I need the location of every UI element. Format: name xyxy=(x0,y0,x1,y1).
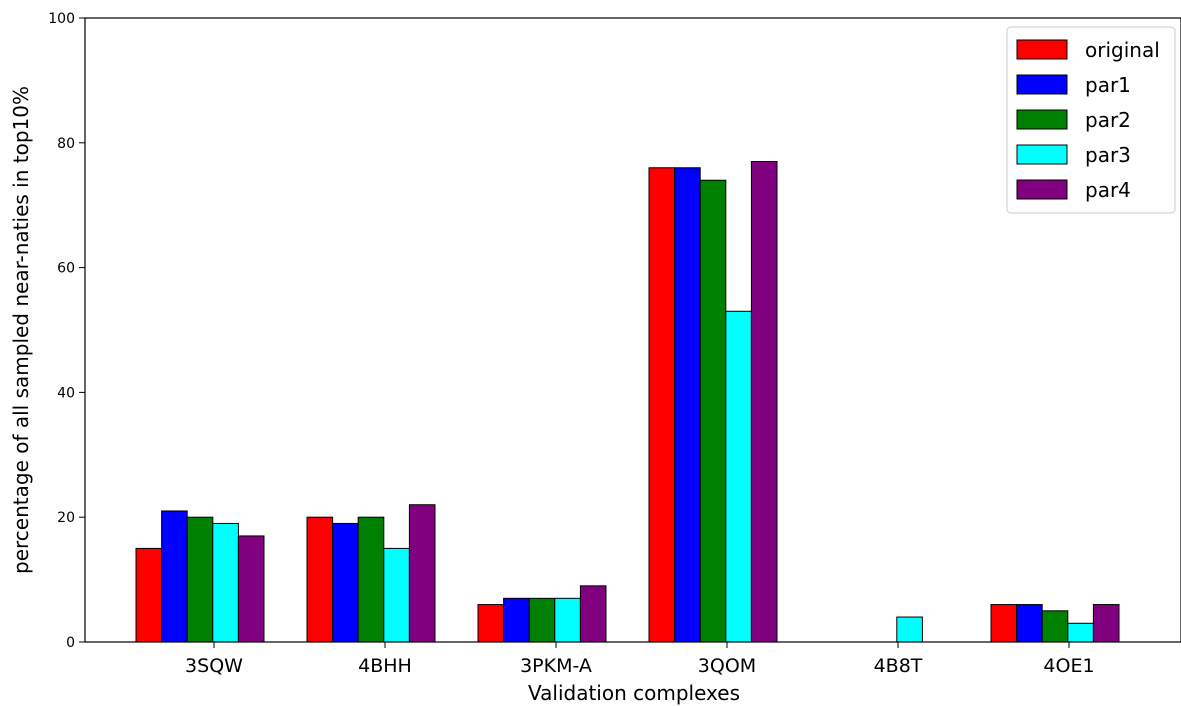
bar-par3-3PKM-A xyxy=(554,597,581,643)
bar-par4-4OE1 xyxy=(1092,604,1120,643)
x-axis-ticks: 3SQW 4BHH 3PKM-A 3QOM 4B8T 4OE1 xyxy=(185,642,1095,677)
x-tick-label: 4OE1 xyxy=(1043,655,1094,677)
bar-par3-4B8T xyxy=(896,616,923,643)
legend-swatch-par3 xyxy=(1016,144,1068,165)
bar-par2-3QOM xyxy=(699,179,727,643)
x-tick-label: 4B8T xyxy=(874,655,923,677)
x-axis-label: Validation complexes xyxy=(528,681,740,705)
bar-par2-3PKM-A xyxy=(528,597,556,643)
legend: original par1 par2 par3 par4 xyxy=(1006,26,1176,214)
bar-par1-3SQW xyxy=(161,510,188,643)
y-tick-label: 0 xyxy=(66,635,75,651)
bar-original-4OE1 xyxy=(990,604,1018,643)
y-tick-label: 20 xyxy=(57,510,75,526)
bar-original-4BHH xyxy=(306,516,334,643)
x-tick-label: 3QOM xyxy=(698,655,756,677)
bar-par2-4OE1 xyxy=(1041,610,1069,643)
legend-box xyxy=(1006,26,1176,214)
bar-par3-4OE1 xyxy=(1067,622,1094,643)
bar-par1-3PKM-A xyxy=(503,597,530,643)
bar-par4-3PKM-A xyxy=(579,585,607,643)
bar-par4-3SQW xyxy=(237,535,265,643)
plot-frame xyxy=(84,17,1181,643)
x-tick-label: 3PKM-A xyxy=(520,655,592,677)
bar-original-3SQW xyxy=(135,547,163,643)
legend-swatch-original xyxy=(1016,39,1068,60)
legend-label-original: original xyxy=(1085,38,1160,62)
y-tick-label: 80 xyxy=(57,136,75,152)
bars-layer xyxy=(135,161,1120,643)
bar-par1-4BHH xyxy=(332,522,359,643)
legend-swatch-par4 xyxy=(1016,179,1068,200)
y-tick-label: 40 xyxy=(57,385,75,401)
y-axis-ticks: 0 20 40 60 80 100 xyxy=(48,11,85,651)
bar-par1-3QOM xyxy=(674,167,701,643)
bar-par4-4BHH xyxy=(408,504,436,643)
legend-label-par2: par2 xyxy=(1085,108,1131,132)
bar-par3-3QOM xyxy=(725,310,752,643)
y-tick-label: 60 xyxy=(57,261,75,277)
bar-par3-4BHH xyxy=(383,547,410,643)
legend-swatch-par2 xyxy=(1016,109,1068,130)
legend-label-par4: par4 xyxy=(1085,178,1131,202)
x-tick-label: 4BHH xyxy=(358,655,412,677)
bar-par2-3SQW xyxy=(186,516,214,643)
y-tick-label: 100 xyxy=(48,11,75,27)
bar-original-3QOM xyxy=(648,167,676,643)
legend-label-par3: par3 xyxy=(1085,143,1131,167)
legend-swatch-par1 xyxy=(1016,74,1068,95)
bar-par1-4OE1 xyxy=(1016,604,1043,643)
x-tick-label: 3SQW xyxy=(185,655,243,677)
legend-label-par1: par1 xyxy=(1085,73,1131,97)
bar-par3-3SQW xyxy=(212,522,239,643)
bar-par2-4BHH xyxy=(357,516,385,643)
y-axis-label: percentage of all sampled near-naties in… xyxy=(9,86,33,574)
bar-original-3PKM-A xyxy=(477,604,505,643)
bar-par4-3QOM xyxy=(750,161,778,643)
